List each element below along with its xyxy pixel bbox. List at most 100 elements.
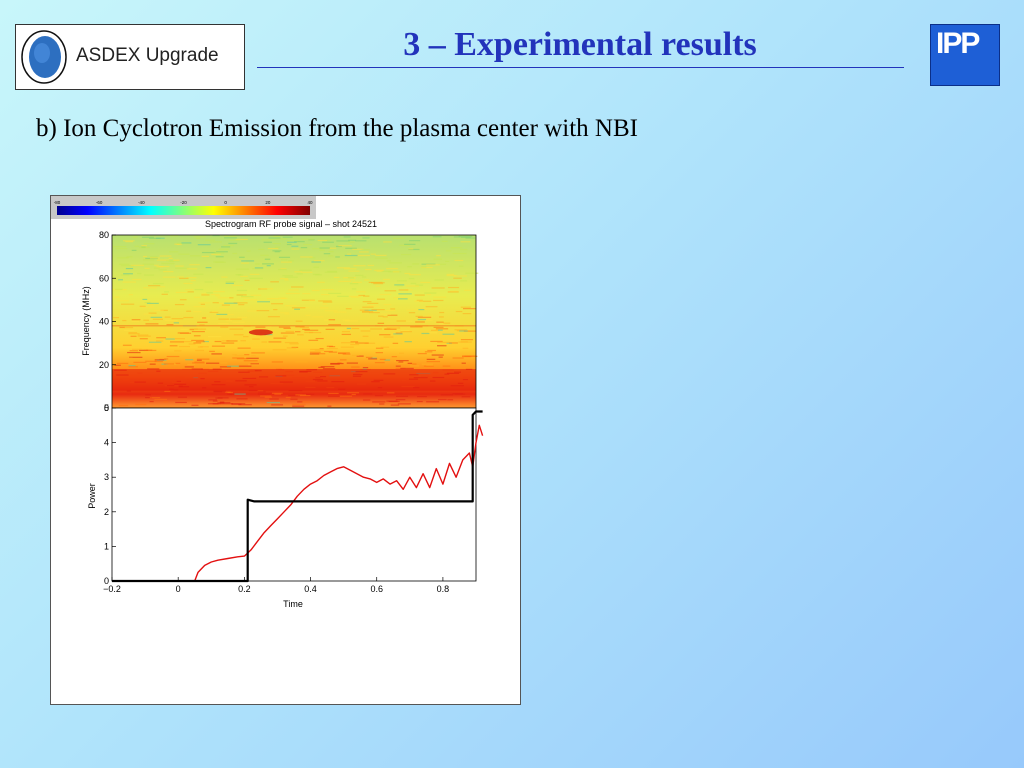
spectrogram-pixel — [315, 337, 324, 340]
spectrogram-pixel — [353, 265, 366, 267]
spectrogram-pixel — [225, 314, 234, 316]
title-divider — [257, 67, 904, 68]
spectrogram-pixel — [177, 396, 187, 398]
spectrogram-pixel — [209, 241, 222, 243]
spectrogram-pixel — [407, 362, 413, 364]
spectrogram-pixel — [117, 257, 129, 259]
spectrogram-pixel — [328, 351, 338, 353]
spectrogram-pixel — [220, 362, 228, 364]
spectrogram-pixel — [445, 260, 450, 262]
spectrogram-pixel — [147, 368, 160, 370]
spectrogram-pixel — [183, 282, 193, 285]
spectrogram-pixel — [294, 308, 300, 310]
spectrogram-pixel — [271, 303, 284, 305]
spectrogram-pixel — [386, 260, 392, 262]
spectrogram-pixel — [301, 271, 313, 273]
spectrogram-pixel — [348, 295, 362, 297]
spectrogram-pixel — [375, 285, 381, 287]
spectrogram-pixel — [462, 355, 476, 357]
spectrogram-pixel — [296, 273, 303, 275]
spectrogram-pixel — [274, 251, 280, 253]
spectrogram-pixel — [126, 256, 133, 258]
spectrogram-pixel — [280, 268, 287, 270]
spectrogram-pixel — [145, 323, 159, 325]
spectrogram-pixel — [122, 281, 137, 283]
spectrogram-pixel — [158, 269, 167, 271]
spectrogram-pixel — [193, 311, 202, 313]
spectrogram-pixel — [224, 237, 237, 239]
power-xtick-label: 0.4 — [304, 584, 317, 594]
spectrogram-pixel — [351, 393, 356, 396]
spectrogram-pixel — [192, 362, 205, 364]
spectrogram-pixel — [414, 294, 425, 296]
spectrogram-pixel — [328, 395, 340, 397]
spectrogram-pixel — [465, 272, 479, 274]
spectrogram-pixel — [225, 282, 234, 284]
spectrogram-pixel — [426, 401, 440, 403]
power-ytick-label: 5 — [104, 403, 109, 413]
spectrogram-pixel — [336, 240, 350, 242]
spectrogram-pixel — [197, 346, 203, 348]
spectrogram-pixel — [356, 254, 370, 257]
spectrogram-pixel — [372, 401, 386, 403]
spectrogram-pixel — [452, 393, 464, 395]
spectrogram-pixel — [437, 263, 447, 265]
spectrogram-pixel — [398, 352, 405, 354]
spectrogram-pixel — [393, 360, 399, 362]
spectrogram-pixel — [143, 319, 150, 321]
spectrogram-pixel — [408, 248, 414, 250]
spectrogram-pixel — [396, 356, 402, 358]
spectrogram-pixel — [435, 328, 449, 330]
spectrogram-pixel — [317, 281, 325, 283]
spectrogram-pixel — [191, 339, 205, 342]
spectrogram-pixel — [142, 298, 148, 301]
spectrogram-pixel — [342, 319, 350, 321]
spectrogram-pixel — [186, 310, 192, 312]
spectrogram-pixel — [363, 393, 373, 395]
spectrogram-pixel — [281, 259, 288, 261]
spectrogram-pixel — [258, 390, 264, 392]
spectrogram-pixel — [194, 361, 205, 363]
spectrogram-pixel — [286, 347, 297, 349]
spectrogram-pixel — [123, 273, 133, 275]
ipp-logo-text: IPP — [936, 27, 980, 60]
spectrogram-pixel — [312, 353, 326, 355]
spectrogram-pixel — [426, 358, 436, 360]
spectrogram-pixel — [312, 248, 322, 250]
spectrogram-pixel — [221, 342, 235, 344]
spectrogram-pixel — [128, 333, 140, 335]
spectrogram-pixel — [453, 236, 461, 238]
spectrogram-pixel — [162, 276, 176, 278]
spectrogram-pixel — [241, 262, 249, 264]
spectrogram-pixel — [362, 399, 371, 401]
spectrogram-pixel — [398, 361, 404, 363]
spectrogram-pixel — [285, 330, 295, 333]
spectrogram-pixel — [119, 326, 125, 329]
spectrogram-pixel — [122, 344, 132, 346]
spectrogram-pixel — [438, 316, 444, 318]
spectrogram-pixel — [121, 303, 135, 305]
spectrogram-pixel — [150, 256, 158, 258]
spectrogram-pixel — [335, 245, 342, 248]
spectrogram-pixel — [206, 292, 213, 294]
spectrogram-pixel — [114, 364, 121, 366]
spectrogram-pixel — [395, 332, 403, 334]
spectrogram-pixel — [141, 306, 155, 308]
spectrogram-pixel — [308, 339, 319, 341]
spectrogram-pixel — [191, 330, 205, 333]
spectrogram-pixel — [320, 307, 329, 309]
spectrogram-pixel — [420, 281, 431, 284]
spectrogram-pixel — [299, 269, 312, 271]
spectrogram-pixel — [144, 301, 151, 304]
spectrogram-pixel — [179, 299, 187, 301]
spectrogram-pixel — [273, 235, 281, 238]
spectrogram-pixel — [193, 236, 206, 238]
spectrogram-pixel — [219, 402, 231, 404]
colorbar-tick-label: 40 — [307, 200, 313, 205]
spectrogram-pixel — [379, 293, 392, 296]
spectrogram-pixel — [284, 279, 289, 281]
spectrogram-pixel — [375, 347, 384, 349]
spectrogram-pixel — [206, 362, 220, 364]
spectrogram-pixel — [194, 288, 204, 291]
